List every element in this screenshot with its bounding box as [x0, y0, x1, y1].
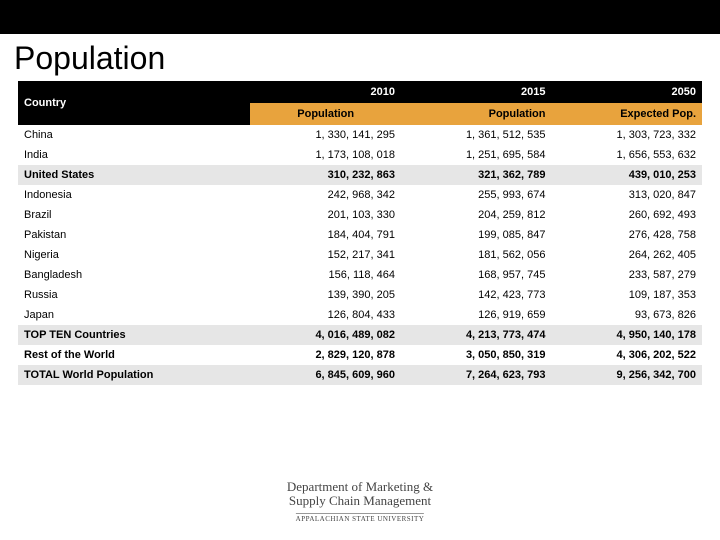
- page-title: Population: [0, 34, 720, 81]
- cell-2010: 242, 968, 342: [250, 185, 401, 205]
- cell-2010: 184, 404, 791: [250, 225, 401, 245]
- cell-2050: 4, 950, 140, 178: [551, 325, 702, 345]
- cell-2050: 93, 673, 826: [551, 305, 702, 325]
- table-body: China1, 330, 141, 2951, 361, 512, 5351, …: [18, 125, 702, 385]
- dept-logo: Department of Marketing & Supply Chain M…: [287, 480, 433, 526]
- logo-line1: Department of Marketing &: [287, 480, 433, 494]
- cell-2015: 181, 562, 056: [401, 245, 552, 265]
- cell-2010: 201, 103, 330: [250, 205, 401, 225]
- table-row: TOTAL World Population6, 845, 609, 9607,…: [18, 365, 702, 385]
- cell-2010: 1, 330, 141, 295: [250, 125, 401, 145]
- cell-country: Japan: [18, 305, 250, 325]
- col-2010: 2010: [250, 81, 401, 103]
- table-row: TOP TEN Countries4, 016, 489, 0824, 213,…: [18, 325, 702, 345]
- population-table: Country 2010 2015 2050 Population Popula…: [18, 81, 702, 385]
- table-row: Nigeria152, 217, 341181, 562, 056264, 26…: [18, 245, 702, 265]
- cell-2010: 139, 390, 205: [250, 285, 401, 305]
- col-2050: 2050: [551, 81, 702, 103]
- table-row: Pakistan184, 404, 791199, 085, 847276, 4…: [18, 225, 702, 245]
- cell-2015: 7, 264, 623, 793: [401, 365, 552, 385]
- col-pop-2015: Population: [401, 103, 552, 125]
- cell-country: United States: [18, 165, 250, 185]
- cell-2015: 1, 251, 695, 584: [401, 145, 552, 165]
- cell-2010: 310, 232, 863: [250, 165, 401, 185]
- cell-2010: 152, 217, 341: [250, 245, 401, 265]
- top-black-bar: [0, 0, 720, 34]
- cell-2050: 233, 587, 279: [551, 265, 702, 285]
- cell-2015: 321, 362, 789: [401, 165, 552, 185]
- cell-2010: 156, 118, 464: [250, 265, 401, 285]
- cell-2015: 204, 259, 812: [401, 205, 552, 225]
- cell-2010: 4, 016, 489, 082: [250, 325, 401, 345]
- cell-2050: 109, 187, 353: [551, 285, 702, 305]
- cell-2015: 168, 957, 745: [401, 265, 552, 285]
- cell-2015: 142, 423, 773: [401, 285, 552, 305]
- table-row: Brazil201, 103, 330204, 259, 812260, 692…: [18, 205, 702, 225]
- cell-2015: 199, 085, 847: [401, 225, 552, 245]
- cell-2015: 1, 361, 512, 535: [401, 125, 552, 145]
- cell-2050: 1, 303, 723, 332: [551, 125, 702, 145]
- year-header-row: Country 2010 2015 2050: [18, 81, 702, 103]
- col-exp-2050: Expected Pop.: [551, 103, 702, 125]
- cell-2050: 1, 656, 553, 632: [551, 145, 702, 165]
- cell-country: Pakistan: [18, 225, 250, 245]
- cell-2050: 4, 306, 202, 522: [551, 345, 702, 365]
- cell-country: Indonesia: [18, 185, 250, 205]
- population-table-wrap: Country 2010 2015 2050 Population Popula…: [0, 81, 720, 385]
- cell-country: TOP TEN Countries: [18, 325, 250, 345]
- logo-line2: Supply Chain Management: [287, 494, 433, 508]
- cell-2050: 9, 256, 342, 700: [551, 365, 702, 385]
- cell-2050: 439, 010, 253: [551, 165, 702, 185]
- logo-university: APPALACHIAN STATE UNIVERSITY: [296, 513, 425, 524]
- table-row: China1, 330, 141, 2951, 361, 512, 5351, …: [18, 125, 702, 145]
- table-row: India1, 173, 108, 0181, 251, 695, 5841, …: [18, 145, 702, 165]
- table-row: Indonesia242, 968, 342255, 993, 674313, …: [18, 185, 702, 205]
- cell-2010: 1, 173, 108, 018: [250, 145, 401, 165]
- table-row: Rest of the World2, 829, 120, 8783, 050,…: [18, 345, 702, 365]
- cell-country: Brazil: [18, 205, 250, 225]
- cell-2050: 276, 428, 758: [551, 225, 702, 245]
- table-row: Russia139, 390, 205142, 423, 773109, 187…: [18, 285, 702, 305]
- cell-country: Rest of the World: [18, 345, 250, 365]
- cell-2010: 126, 804, 433: [250, 305, 401, 325]
- cell-country: India: [18, 145, 250, 165]
- cell-2010: 2, 829, 120, 878: [250, 345, 401, 365]
- table-row: Bangladesh156, 118, 464168, 957, 745233,…: [18, 265, 702, 285]
- cell-2015: 126, 919, 659: [401, 305, 552, 325]
- cell-2050: 260, 692, 493: [551, 205, 702, 225]
- cell-country: China: [18, 125, 250, 145]
- cell-country: TOTAL World Population: [18, 365, 250, 385]
- cell-country: Nigeria: [18, 245, 250, 265]
- cell-country: Bangladesh: [18, 265, 250, 285]
- table-row: United States310, 232, 863321, 362, 7894…: [18, 165, 702, 185]
- cell-2015: 255, 993, 674: [401, 185, 552, 205]
- cell-2015: 4, 213, 773, 474: [401, 325, 552, 345]
- col-pop-2010: Population: [250, 103, 401, 125]
- cell-country: Russia: [18, 285, 250, 305]
- col-country: Country: [18, 81, 250, 125]
- cell-2015: 3, 050, 850, 319: [401, 345, 552, 365]
- table-row: Japan126, 804, 433126, 919, 65993, 673, …: [18, 305, 702, 325]
- col-2015: 2015: [401, 81, 552, 103]
- cell-2050: 264, 262, 405: [551, 245, 702, 265]
- cell-2010: 6, 845, 609, 960: [250, 365, 401, 385]
- cell-2050: 313, 020, 847: [551, 185, 702, 205]
